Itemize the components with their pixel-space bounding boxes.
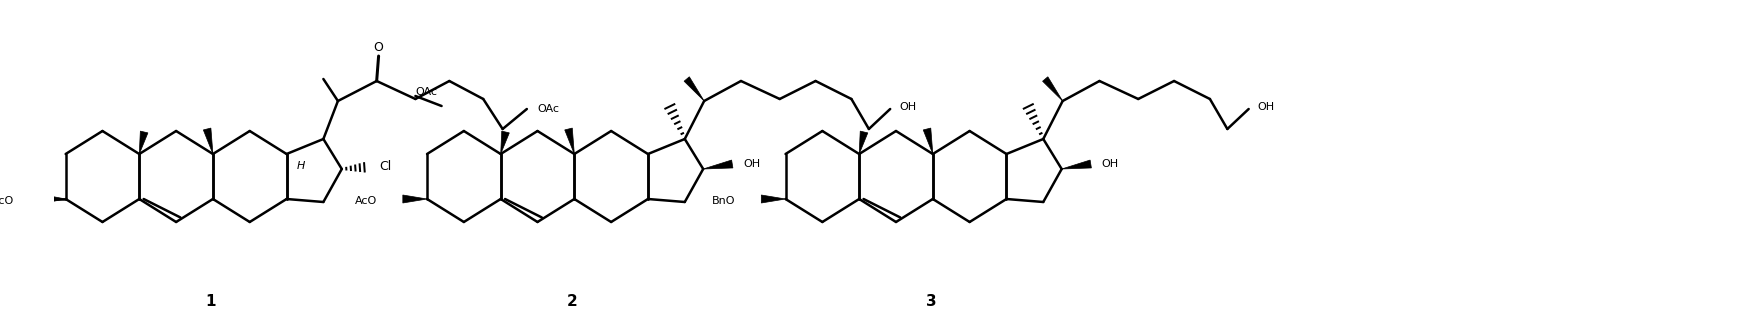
Text: OH: OH (1101, 159, 1119, 169)
Polygon shape (1042, 77, 1063, 101)
Text: O: O (373, 41, 384, 55)
Polygon shape (139, 131, 148, 154)
Text: OAc: OAc (537, 104, 559, 114)
Text: H: H (297, 161, 306, 171)
Polygon shape (1061, 160, 1091, 169)
Text: AcO: AcO (0, 196, 14, 206)
Polygon shape (684, 77, 703, 101)
Polygon shape (565, 128, 575, 154)
Text: OH: OH (1258, 102, 1275, 112)
Polygon shape (45, 195, 66, 203)
Text: BnO: BnO (712, 196, 735, 206)
Text: 2: 2 (566, 294, 578, 309)
Polygon shape (924, 128, 933, 154)
Polygon shape (703, 160, 733, 169)
Text: AcO: AcO (354, 196, 377, 206)
Text: 3: 3 (926, 294, 936, 309)
Polygon shape (761, 195, 785, 203)
Polygon shape (500, 131, 509, 154)
Text: OAc: OAc (415, 87, 438, 97)
Text: OH: OH (900, 102, 915, 112)
Polygon shape (203, 128, 214, 154)
Polygon shape (860, 131, 868, 154)
Polygon shape (403, 195, 427, 203)
Text: Cl: Cl (379, 160, 391, 174)
Text: 1: 1 (205, 294, 215, 309)
Text: OH: OH (743, 159, 761, 169)
